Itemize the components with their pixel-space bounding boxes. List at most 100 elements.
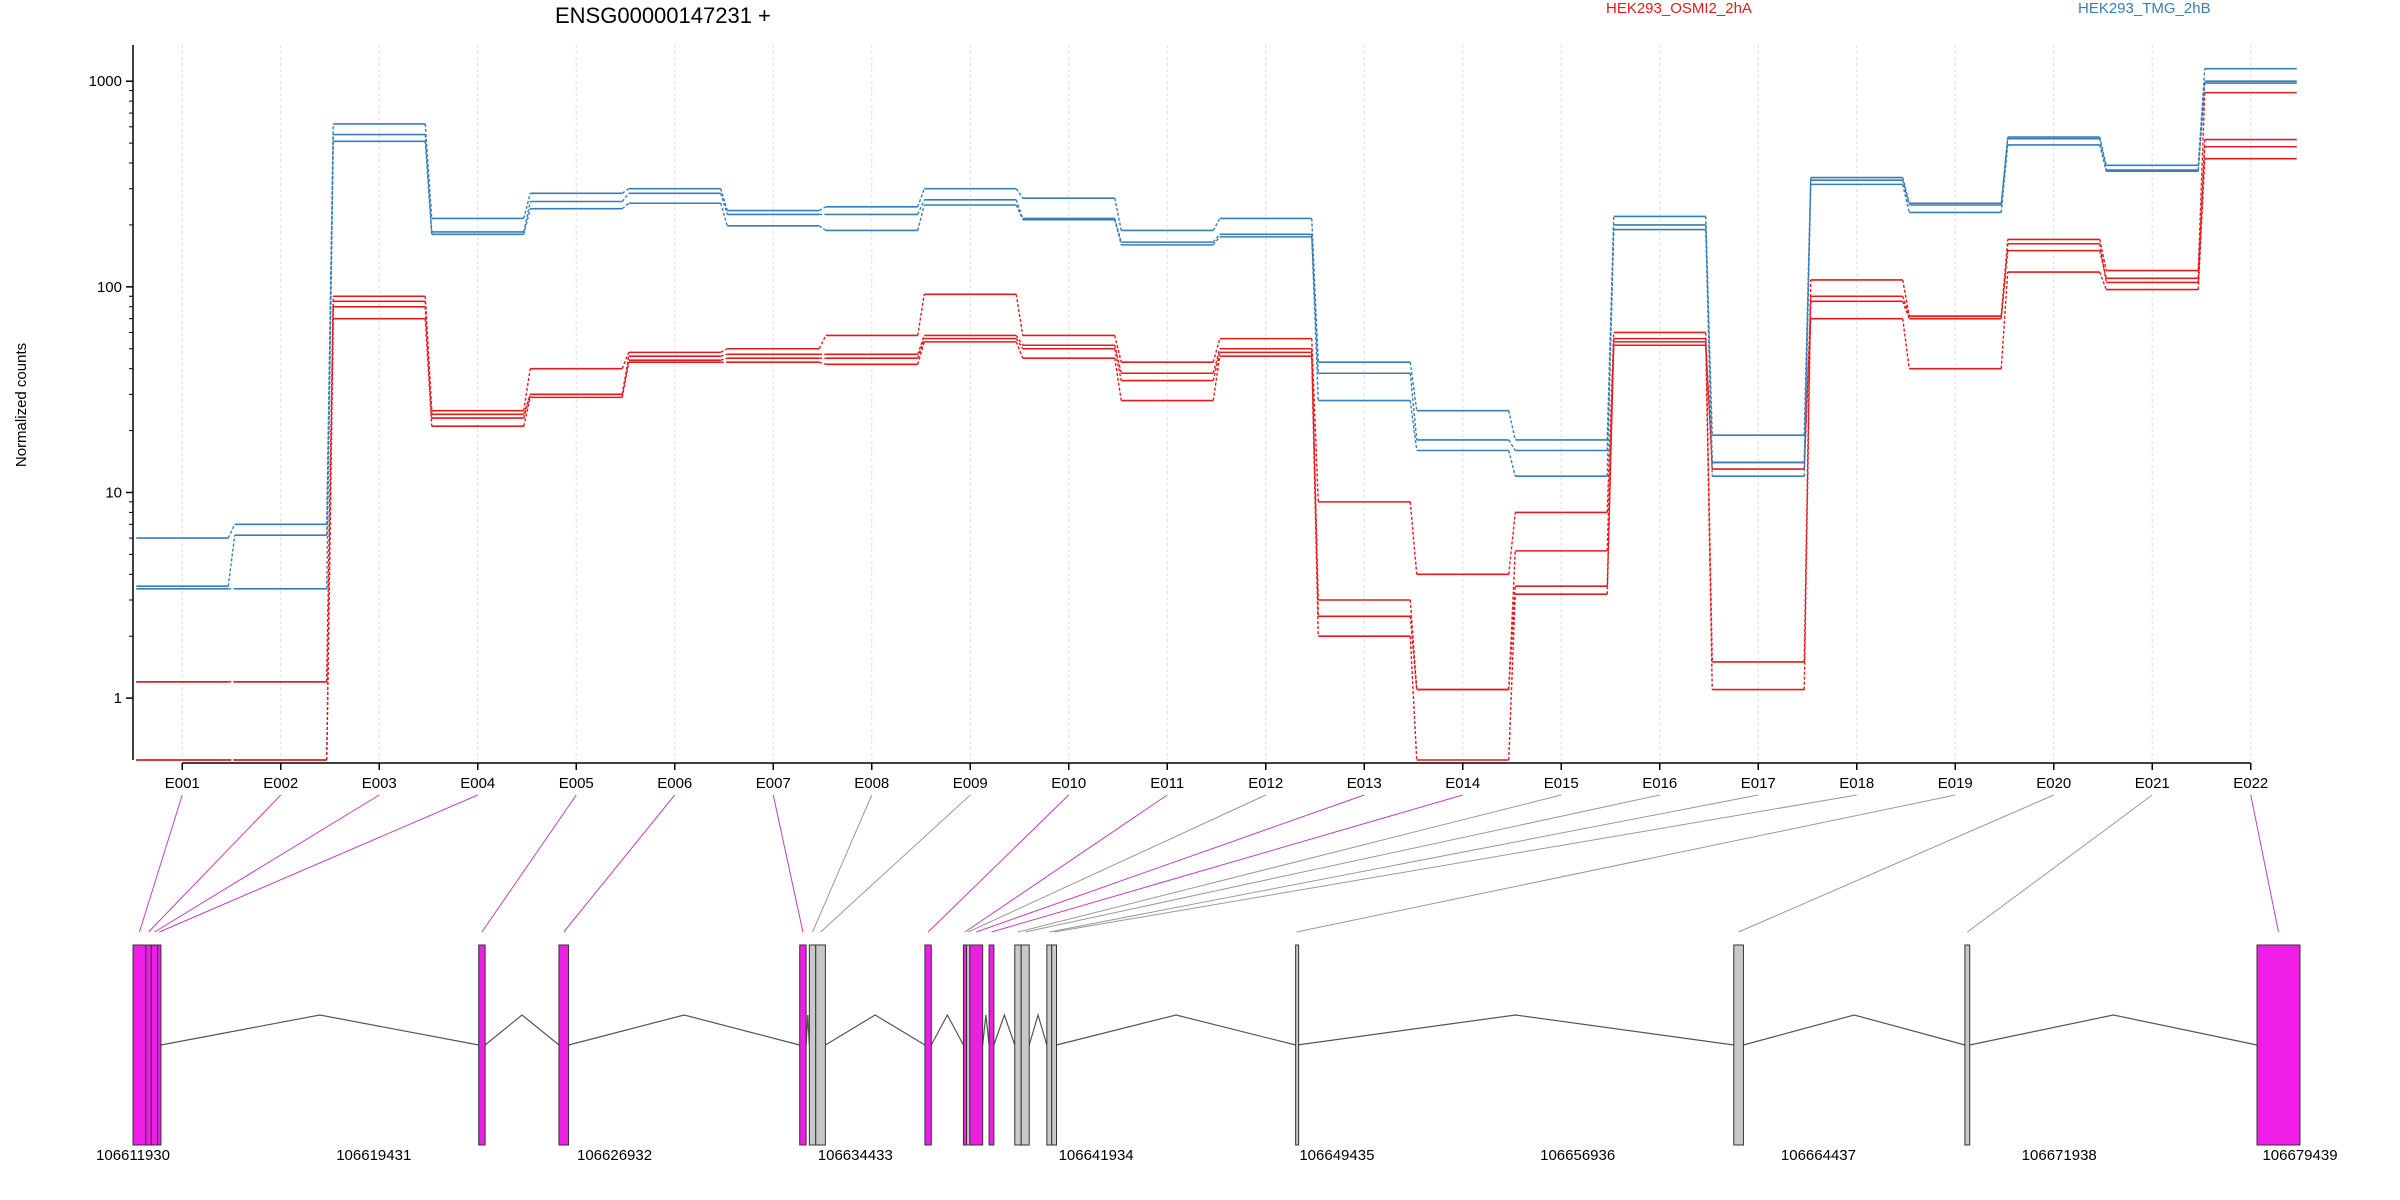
- series-4-connector: [917, 188, 925, 208]
- series-2-connector: [1606, 345, 1615, 595]
- series-2-connector: [1212, 356, 1221, 401]
- y-tick-label-1: 1: [114, 690, 122, 707]
- series-layer: [136, 67, 2297, 761]
- series-6-connector: [523, 208, 531, 235]
- series-2-connector: [2099, 271, 2107, 290]
- connector-e010: [927, 794, 1070, 933]
- x-tick-label-e021: E021: [2135, 775, 2170, 792]
- exon-box-e018: [1051, 944, 1058, 1146]
- y-tick-label-10: 10: [105, 484, 122, 501]
- series-1-connector: [1705, 338, 1713, 690]
- connector-e006: [563, 794, 676, 933]
- coordinate-tick-label-7: 106664437: [1781, 1147, 1856, 1164]
- series-6-connector: [917, 204, 925, 231]
- chart-title: ENSG00000147231 +: [555, 3, 771, 28]
- series-5-connector: [1212, 233, 1221, 243]
- series-0: [136, 91, 2297, 683]
- coordinate-tick-label-8: 106671938: [2022, 1147, 2097, 1164]
- series-1-connector: [2000, 243, 2009, 317]
- intron-line: [805, 1014, 810, 1046]
- series-2-connector: [819, 361, 826, 365]
- series-0-connector: [1902, 279, 1910, 317]
- series-3-connector: [1114, 348, 1122, 381]
- exon-box-e022: [2256, 944, 2301, 1146]
- exon-box-e013: [969, 944, 984, 1146]
- x-tick-label-e005: E005: [559, 775, 594, 792]
- x-tick-label-e009: E009: [953, 775, 988, 792]
- x-tick-label-e017: E017: [1741, 775, 1776, 792]
- series-6-connector: [1114, 219, 1122, 246]
- series-6-connector: [621, 202, 630, 210]
- connector-e022: [2250, 794, 2279, 933]
- y-tick-label-1000: 1000: [89, 73, 122, 90]
- series-3-connector: [1409, 616, 1418, 690]
- x-tick-label-e007: E007: [756, 775, 791, 792]
- series-5-connector: [227, 535, 236, 587]
- series-6-connector: [1212, 236, 1221, 246]
- series-2-connector: [1508, 594, 1516, 761]
- connector-e001: [138, 794, 183, 933]
- connector-e012: [968, 794, 1266, 933]
- series-4-connector: [523, 193, 531, 219]
- x-tick-label-e006: E006: [657, 775, 692, 792]
- connector-e005: [481, 794, 577, 933]
- series-4-connector: [1508, 410, 1516, 441]
- series-3-connector: [1015, 338, 1024, 350]
- connector-e011: [964, 794, 1168, 933]
- exon-box-e003: [150, 944, 159, 1146]
- exon-box-e002: [145, 944, 152, 1146]
- series-6-connector: [1508, 450, 1516, 477]
- connector-e009: [820, 794, 971, 933]
- series-4-connector: [424, 123, 433, 219]
- series-1-connector: [1508, 550, 1516, 690]
- connector-e014: [991, 794, 1463, 933]
- intron-line: [982, 1014, 990, 1046]
- series-0-connector: [1212, 338, 1221, 363]
- series-4: [136, 67, 2297, 539]
- series-3-connector: [2197, 146, 2206, 279]
- coordinate-tick-label-1: 106619431: [336, 1147, 411, 1164]
- series-4-connector: [1114, 198, 1122, 231]
- coordinate-tick-label-0: 106611930: [96, 1147, 170, 1164]
- series-3-connector: [1902, 301, 1910, 319]
- series-3-connector: [1508, 586, 1516, 690]
- series-2-connector: [326, 318, 334, 761]
- series-5-connector: [1409, 373, 1418, 441]
- connector-e019: [1296, 794, 1956, 933]
- series-3-connector: [523, 394, 531, 415]
- exon-box-e006: [558, 944, 570, 1146]
- legend-entry-b: HEK293_TMG_2hB: [2078, 0, 2211, 17]
- series-3-connector: [2000, 250, 2009, 319]
- gene-model: 106611930 106619431 106626932 106634433 1066…: [96, 944, 2338, 1164]
- x-tick-label-e013: E013: [1347, 775, 1382, 792]
- series-5-connector: [1606, 224, 1615, 451]
- series-0-connector: [1015, 294, 1024, 336]
- x-tick-label-e011: E011: [1150, 775, 1184, 792]
- series-3-connector: [621, 360, 630, 395]
- y-tick-label-100: 100: [97, 279, 122, 296]
- exon-box-e014: [988, 944, 995, 1146]
- series-4-connector: [1409, 362, 1418, 411]
- series-0-connector: [621, 352, 630, 369]
- series-0-connector: [1409, 501, 1418, 575]
- series-6-connector: [1015, 204, 1024, 221]
- series-6-connector: [1409, 400, 1418, 451]
- series-5-connector: [1311, 234, 1319, 374]
- series-5-connector: [1015, 199, 1024, 219]
- series-0-connector: [720, 348, 728, 353]
- coordinate-tick-label-2: 106626932: [577, 1147, 652, 1164]
- intron-line: [825, 1014, 926, 1046]
- series-4-connector: [1902, 177, 1910, 204]
- series-5-connector: [424, 134, 433, 232]
- x-tick-label-e003: E003: [362, 775, 397, 792]
- series-4-connector: [227, 524, 236, 539]
- connector-e021: [1967, 794, 2153, 933]
- series-1-connector: [720, 353, 728, 357]
- intron-line: [930, 1013, 964, 1046]
- exon-box-e009: [815, 944, 826, 1146]
- series-1-connector: [1212, 348, 1221, 374]
- intron-line: [1969, 1014, 2258, 1046]
- coordinate-tick-label-6: 106656936: [1540, 1147, 1615, 1164]
- series-4-connector: [621, 188, 630, 194]
- series-2: [136, 157, 2297, 761]
